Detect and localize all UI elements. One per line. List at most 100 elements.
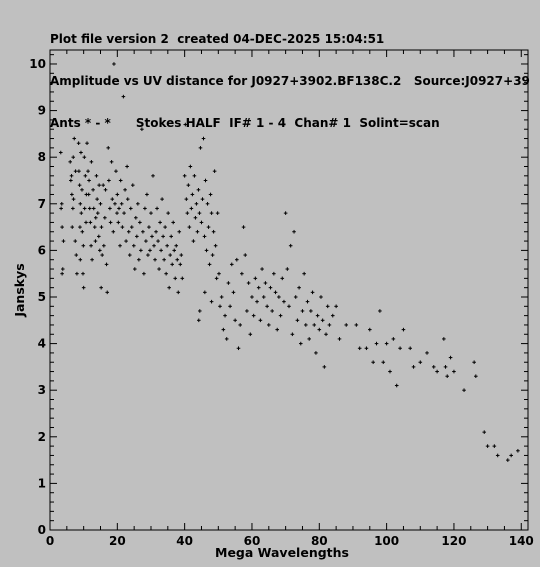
data-point	[79, 150, 83, 155]
data-point	[241, 225, 246, 229]
data-point	[156, 239, 160, 243]
y-tick-label: 7	[38, 197, 46, 211]
data-point	[258, 318, 263, 323]
data-point	[60, 271, 64, 276]
data-point	[134, 215, 138, 220]
data-point	[223, 313, 227, 318]
data-point	[166, 211, 170, 215]
data-point	[115, 192, 120, 197]
data-point	[218, 304, 222, 309]
x-axis-ticks: 0 20 40 60 80 100 120 140	[46, 50, 534, 548]
data-point	[107, 178, 111, 183]
data-point	[236, 346, 241, 351]
data-point	[116, 220, 121, 225]
data-point	[191, 239, 196, 243]
data-point	[91, 206, 96, 211]
y-tick-label: 3	[38, 383, 46, 397]
y-tick-label: 5	[38, 290, 46, 304]
x-axis-label: Mega Wavelengths	[215, 545, 349, 560]
data-point	[177, 229, 182, 234]
data-point	[59, 201, 64, 206]
data-point	[75, 271, 79, 276]
data-point	[99, 285, 103, 290]
data-point	[182, 174, 187, 178]
data-point	[70, 225, 75, 229]
data-point	[186, 183, 191, 187]
data-point	[287, 304, 291, 309]
data-point	[325, 304, 330, 309]
data-point	[97, 183, 101, 187]
data-point	[163, 225, 167, 229]
data-point	[97, 234, 101, 239]
data-point	[125, 164, 129, 169]
data-point	[70, 192, 74, 197]
data-point	[431, 365, 436, 369]
data-point	[322, 365, 327, 369]
data-point	[197, 211, 202, 215]
data-point	[82, 206, 87, 211]
data-point	[207, 262, 212, 267]
data-point	[73, 239, 78, 243]
data-point	[245, 309, 249, 313]
data-point	[310, 290, 315, 295]
header-line-2: Amplitude vs UV distance for J0927+3902.…	[50, 74, 530, 88]
data-point	[175, 257, 180, 262]
data-point	[117, 206, 121, 211]
data-point	[302, 271, 306, 276]
data-point	[235, 257, 239, 262]
data-point	[317, 327, 322, 332]
data-point	[367, 327, 372, 332]
data-point	[147, 225, 151, 229]
data-point	[195, 229, 200, 234]
data-point	[176, 290, 181, 295]
data-point	[188, 164, 193, 169]
data-point	[128, 206, 133, 211]
data-point	[81, 271, 85, 276]
data-point	[89, 243, 93, 248]
data-point	[509, 453, 513, 458]
data-point	[77, 183, 82, 187]
data-point	[91, 188, 95, 192]
data-point	[425, 351, 429, 355]
data-point	[203, 178, 208, 183]
data-point	[174, 243, 179, 248]
data-point	[315, 313, 320, 318]
data-point	[164, 271, 168, 276]
data-point	[127, 253, 132, 257]
data-points	[58, 62, 520, 462]
data-point	[231, 290, 236, 295]
x-tick-label: 100	[374, 534, 399, 548]
data-point	[354, 323, 359, 327]
data-point	[189, 206, 194, 211]
data-point	[143, 206, 147, 211]
data-point	[104, 262, 109, 267]
x-tick-label: 140	[509, 534, 534, 548]
data-point	[277, 295, 281, 299]
data-point	[221, 327, 226, 332]
data-point	[204, 248, 209, 253]
data-point	[120, 225, 125, 229]
data-point	[298, 341, 303, 346]
data-point	[126, 229, 131, 234]
data-point	[196, 188, 201, 192]
data-point	[92, 225, 97, 229]
data-point	[312, 323, 317, 327]
data-point	[309, 309, 313, 313]
data-point	[138, 220, 142, 225]
data-point	[408, 346, 412, 351]
data-point	[118, 178, 123, 183]
data-point	[364, 346, 369, 351]
data-point	[71, 197, 76, 201]
data-point	[132, 243, 136, 248]
data-point	[474, 374, 478, 379]
data-point	[211, 229, 216, 234]
data-point	[401, 327, 406, 332]
data-point	[149, 211, 153, 215]
data-point	[418, 360, 423, 365]
data-point	[86, 192, 91, 197]
data-point	[154, 229, 158, 234]
data-point	[285, 267, 290, 271]
data-point	[206, 225, 211, 229]
data-point	[253, 276, 258, 281]
data-point	[69, 174, 74, 178]
